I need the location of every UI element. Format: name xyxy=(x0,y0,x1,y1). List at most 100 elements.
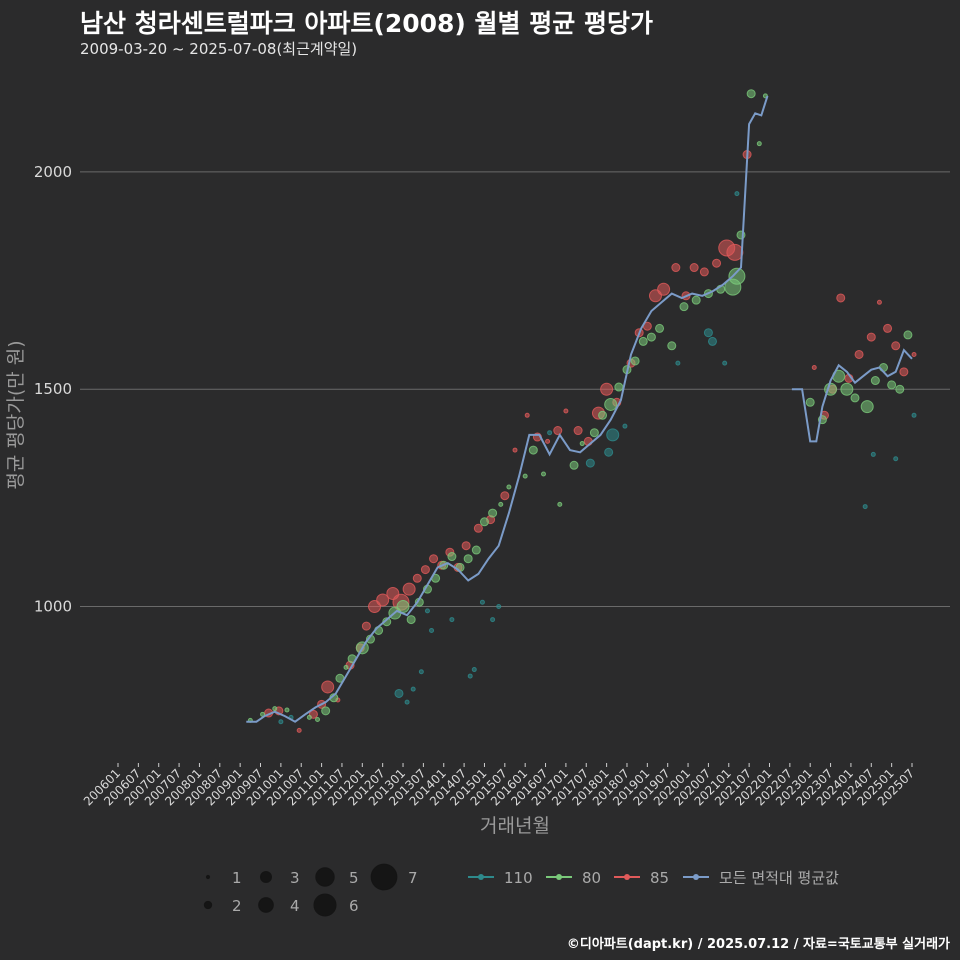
point-series-80 xyxy=(746,89,756,99)
point-series-85 xyxy=(429,554,439,564)
point-series-80 xyxy=(447,552,457,562)
series-legend-key-dot xyxy=(624,874,630,880)
point-series-85 xyxy=(891,341,901,351)
point-series-80 xyxy=(895,384,905,394)
point-series-80 xyxy=(805,397,815,407)
point-series-80 xyxy=(691,295,701,305)
point-series-80 xyxy=(541,471,547,477)
point-series-110 xyxy=(707,336,717,346)
size-legend-key xyxy=(258,897,274,913)
point-series-85 xyxy=(600,382,614,396)
size-legend-key xyxy=(203,900,213,910)
size-legend-key xyxy=(315,867,335,887)
point-series-110 xyxy=(424,608,430,614)
point-series-85 xyxy=(726,243,744,261)
point-series-85 xyxy=(412,573,422,583)
point-series-80 xyxy=(463,554,473,564)
point-series-85 xyxy=(545,438,551,444)
point-series-85 xyxy=(689,263,699,273)
point-series-110 xyxy=(467,673,473,679)
point-series-80 xyxy=(679,302,689,312)
point-series-110 xyxy=(490,617,496,623)
point-series-110 xyxy=(479,599,485,605)
y-tick-labels: 1000 1500 2000 xyxy=(34,163,72,616)
point-series-80 xyxy=(406,615,416,625)
data-points xyxy=(247,89,917,733)
size-legend-label: 1 xyxy=(232,869,242,887)
point-series-80 xyxy=(630,356,640,366)
point-series-110 xyxy=(870,451,876,457)
point-series-110 xyxy=(604,447,614,457)
point-series-80 xyxy=(471,545,481,555)
series-legend: 110 80 85 모든 면적대 평균값 xyxy=(468,869,839,887)
point-series-80 xyxy=(756,141,762,147)
point-series-80 xyxy=(528,445,538,455)
point-series-80 xyxy=(589,428,599,438)
size-legend-label: 7 xyxy=(408,869,418,887)
point-series-80 xyxy=(840,382,854,396)
point-series-85 xyxy=(657,282,671,296)
point-series-80 xyxy=(887,380,897,390)
point-series-110 xyxy=(722,360,728,366)
point-series-80 xyxy=(272,706,278,712)
series-legend-label: 80 xyxy=(582,869,601,887)
point-series-80 xyxy=(284,707,290,713)
series-legend-label: 85 xyxy=(650,869,669,887)
point-series-80 xyxy=(614,382,624,392)
point-series-80 xyxy=(315,717,321,723)
point-series-110 xyxy=(734,191,740,197)
point-series-110 xyxy=(471,667,477,673)
point-series-110 xyxy=(547,430,553,436)
size-legend-key xyxy=(205,874,211,880)
chart-title: 남산 청라센트럴파크 아파트(2008) 월별 평균 평당가 xyxy=(80,9,653,38)
point-series-80 xyxy=(343,664,349,670)
point-series-85 xyxy=(420,565,430,575)
series-legend-key-dot xyxy=(556,874,562,880)
point-series-80 xyxy=(569,460,579,470)
point-series-85 xyxy=(512,447,518,453)
point-series-80 xyxy=(850,393,860,403)
point-series-80 xyxy=(655,323,665,333)
y-tick-label: 2000 xyxy=(34,163,72,181)
size-legend-key xyxy=(370,863,398,891)
point-series-110 xyxy=(703,328,713,338)
y-gridlines xyxy=(80,171,950,608)
point-series-80 xyxy=(860,400,874,414)
average-line-segment xyxy=(246,95,769,723)
chart-subtitle: 2009-03-20 ~ 2025-07-08(최근계약일) xyxy=(80,40,358,58)
point-series-85 xyxy=(671,263,681,273)
point-series-85 xyxy=(402,582,416,596)
size-legend-label: 4 xyxy=(290,897,300,915)
y-tick-label: 1000 xyxy=(34,598,72,616)
average-line-segment xyxy=(791,348,913,443)
point-series-110 xyxy=(585,458,595,468)
point-series-85 xyxy=(473,523,483,533)
point-series-85 xyxy=(899,367,909,377)
point-series-85 xyxy=(866,332,876,342)
point-series-110 xyxy=(278,719,284,725)
series-legend-label: 110 xyxy=(504,869,533,887)
point-series-85 xyxy=(296,727,302,733)
x-tick-labels: 2006012006072007012007072008012008072009… xyxy=(81,763,917,809)
point-series-85 xyxy=(376,593,390,607)
size-legend: 1 3 5 7 2 4 6 xyxy=(203,863,418,917)
point-series-85 xyxy=(500,491,510,501)
point-series-80 xyxy=(479,517,489,527)
point-series-80 xyxy=(667,341,677,351)
point-series-110 xyxy=(622,423,628,429)
point-series-85 xyxy=(854,349,864,359)
y-tick-label: 1500 xyxy=(34,380,72,398)
point-series-110 xyxy=(606,428,620,442)
point-series-80 xyxy=(728,267,746,285)
point-series-80 xyxy=(498,501,504,507)
y-axis-label: 평균 평당가(만 원) xyxy=(5,340,27,489)
point-series-80 xyxy=(870,376,880,386)
x-axis-label: 거래년월 xyxy=(480,815,550,837)
size-legend-label: 5 xyxy=(349,869,359,887)
point-series-80 xyxy=(903,330,913,340)
point-series-80 xyxy=(321,706,331,716)
point-series-110 xyxy=(404,699,410,705)
point-series-85 xyxy=(712,258,722,268)
size-legend-label: 3 xyxy=(290,869,300,887)
